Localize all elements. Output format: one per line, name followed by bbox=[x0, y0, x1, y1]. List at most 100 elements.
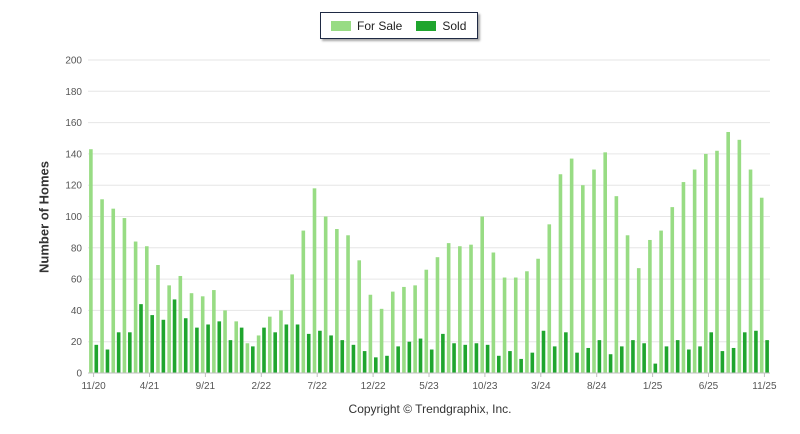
y-tick-label: 200 bbox=[65, 56, 82, 67]
bar-for-sale bbox=[223, 310, 227, 373]
bar-sold bbox=[530, 352, 535, 373]
bar-for-sale bbox=[513, 277, 518, 373]
bar-for-sale bbox=[379, 308, 384, 373]
y-tick-label: 60 bbox=[71, 275, 83, 286]
bar-sold bbox=[139, 304, 143, 373]
bar-sold bbox=[284, 324, 289, 373]
bar-sold bbox=[172, 299, 177, 373]
copyright-text: Copyright © Trendgraphix, Inc. bbox=[348, 402, 512, 416]
bar-for-sale bbox=[402, 286, 406, 373]
legend-label-sold: Sold bbox=[442, 18, 467, 33]
bar-sold bbox=[754, 330, 758, 373]
bar-sold bbox=[94, 344, 99, 373]
bar-sold bbox=[575, 352, 579, 373]
bar-for-sale bbox=[480, 216, 484, 373]
bar-sold bbox=[474, 343, 479, 373]
bar-sold bbox=[485, 344, 490, 373]
bar-sold bbox=[150, 315, 154, 373]
bar-for-sale bbox=[122, 218, 127, 373]
bar-sold bbox=[362, 351, 367, 373]
bar-for-sale bbox=[458, 246, 462, 373]
bar-sold bbox=[228, 340, 233, 373]
bar-sold bbox=[441, 333, 445, 374]
x-tick-label: 11/25 bbox=[752, 381, 777, 392]
bar-for-sale bbox=[100, 199, 104, 373]
legend-swatch-sold bbox=[416, 20, 437, 31]
x-tick-label: 11/20 bbox=[81, 381, 106, 392]
bar-for-sale bbox=[312, 188, 317, 373]
x-tick-label: 5/23 bbox=[419, 381, 439, 392]
x-tick-label: 7/22 bbox=[307, 381, 327, 392]
y-axis-ticks: 0 20 40 60 80 100 120 140 160 180 200 bbox=[65, 56, 82, 380]
x-tick-label: 1/25 bbox=[643, 381, 663, 392]
bar-sold bbox=[318, 330, 322, 373]
bar-for-sale bbox=[267, 316, 272, 373]
bar-for-sale bbox=[581, 185, 585, 373]
bar-sold bbox=[653, 363, 658, 373]
bar-for-sale bbox=[256, 335, 261, 373]
bar-sold bbox=[251, 346, 255, 373]
bar-for-sale bbox=[603, 152, 607, 373]
bar-for-sale bbox=[625, 235, 630, 373]
bar-sold bbox=[687, 349, 691, 373]
bar-for-sale bbox=[279, 310, 283, 373]
bar-sold bbox=[306, 333, 311, 374]
bar-for-sale bbox=[234, 321, 239, 373]
bar-for-sale bbox=[502, 277, 507, 373]
x-tick-label: 3/24 bbox=[531, 381, 551, 392]
x-axis-ticks: 11/20 4/21 9/21 2/22 7/22 12/22 5/23 10/23 3/24 8… bbox=[81, 373, 777, 392]
bar-sold bbox=[262, 327, 266, 373]
bar-sold bbox=[675, 340, 680, 373]
bar-sold bbox=[698, 346, 702, 373]
bar-sold bbox=[183, 318, 188, 373]
y-tick-label: 120 bbox=[65, 181, 82, 192]
bar-for-sale bbox=[178, 275, 183, 373]
bar-sold bbox=[664, 346, 669, 373]
bar-sold bbox=[217, 321, 222, 373]
y-axis-title: Number of Homes bbox=[36, 161, 52, 273]
bar-sold bbox=[385, 355, 389, 373]
bar-for-sale bbox=[89, 149, 93, 373]
bar-sold bbox=[552, 346, 557, 373]
bar-for-sale bbox=[525, 271, 529, 373]
bar-sold bbox=[608, 354, 613, 373]
bar-sold bbox=[586, 347, 591, 373]
legend-label-for-sale: For Sale bbox=[357, 18, 403, 33]
bar-for-sale bbox=[636, 268, 641, 373]
bar-sold bbox=[295, 324, 300, 373]
bar-sold bbox=[642, 343, 646, 373]
bar-for-sale bbox=[491, 252, 496, 373]
bar-for-sale bbox=[156, 265, 160, 373]
bar-for-sale bbox=[435, 257, 440, 373]
bar-for-sale bbox=[212, 290, 216, 373]
x-tick-label: 4/21 bbox=[140, 381, 160, 392]
x-tick-label: 10/23 bbox=[472, 381, 497, 392]
bar-sold bbox=[742, 332, 747, 373]
bar-sold bbox=[329, 335, 333, 373]
bar-sold bbox=[161, 319, 166, 373]
bar-for-sale bbox=[692, 169, 697, 373]
bar-sold bbox=[709, 332, 714, 373]
bar-for-sale bbox=[346, 235, 350, 373]
bar-for-sale bbox=[469, 244, 473, 373]
bar-for-sale bbox=[133, 241, 138, 373]
bar-sold bbox=[452, 343, 456, 373]
y-tick-label: 140 bbox=[65, 149, 82, 160]
bar-for-sale bbox=[413, 285, 417, 373]
bar-sold bbox=[508, 351, 512, 373]
bar-sold bbox=[340, 340, 345, 373]
bar-sold bbox=[619, 346, 624, 373]
x-tick-label: 9/21 bbox=[196, 381, 216, 392]
bar-sold bbox=[105, 349, 110, 373]
bar-sold bbox=[720, 351, 725, 373]
bar-sold bbox=[116, 332, 121, 373]
bar-for-sale bbox=[670, 207, 675, 373]
bar-sold bbox=[351, 344, 356, 373]
bar-for-sale bbox=[648, 239, 652, 373]
bar-for-sale bbox=[759, 197, 764, 373]
x-tick-label: 8/24 bbox=[587, 381, 607, 392]
x-tick-label: 12/22 bbox=[361, 381, 386, 392]
bar-sold bbox=[463, 344, 468, 373]
legend-item-sold: Sold bbox=[416, 19, 466, 33]
x-tick-label: 6/25 bbox=[699, 381, 719, 392]
